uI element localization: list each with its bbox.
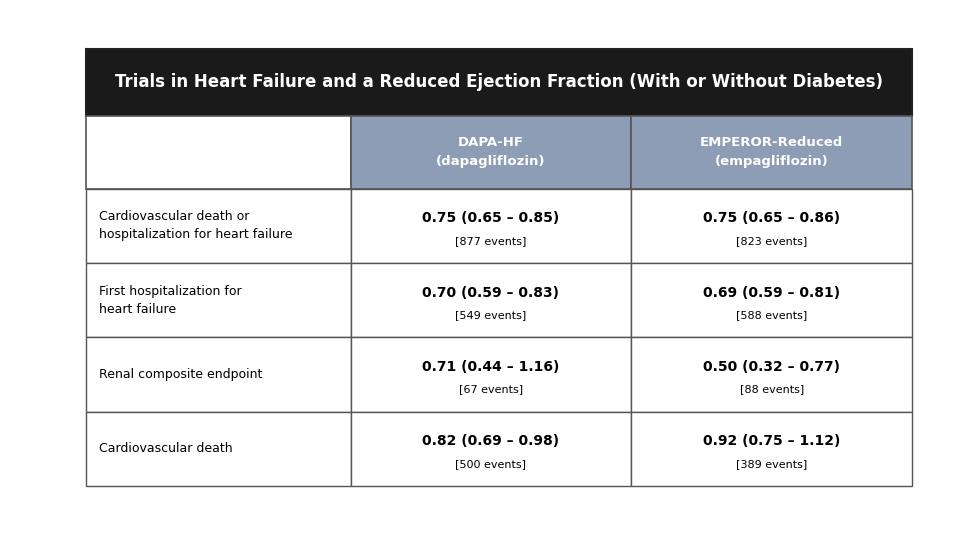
Text: DAPA-HF
(dapagliflozin): DAPA-HF (dapagliflozin)	[436, 137, 545, 168]
Bar	[86, 188, 350, 263]
Bar	[350, 263, 632, 338]
Text: Cardiovascular death or
hospitalization for heart failure: Cardiovascular death or hospitalization …	[99, 210, 293, 241]
Text: 0.70 (0.59 – 0.83): 0.70 (0.59 – 0.83)	[422, 286, 560, 300]
Bar	[86, 117, 350, 188]
Text: 0.92 (0.75 – 1.12): 0.92 (0.75 – 1.12)	[703, 434, 840, 448]
Text: [500 events]: [500 events]	[455, 458, 526, 469]
Text: 0.50 (0.32 – 0.77): 0.50 (0.32 – 0.77)	[703, 360, 840, 374]
Text: Renal composite endpoint: Renal composite endpoint	[99, 368, 262, 381]
Bar	[350, 411, 632, 486]
Bar	[350, 338, 632, 411]
Text: 0.75 (0.65 – 0.86): 0.75 (0.65 – 0.86)	[703, 211, 840, 225]
Text: Cardiovascular death: Cardiovascular death	[99, 442, 232, 455]
Text: [549 events]: [549 events]	[455, 310, 527, 320]
Text: 0.71 (0.44 – 1.16): 0.71 (0.44 – 1.16)	[422, 360, 560, 374]
Bar	[86, 49, 912, 117]
Bar	[632, 117, 912, 188]
Bar	[86, 338, 350, 411]
Bar	[86, 411, 350, 486]
Text: [588 events]: [588 events]	[736, 310, 807, 320]
Bar	[632, 263, 912, 338]
Bar	[350, 188, 632, 263]
Bar	[632, 411, 912, 486]
Text: [67 events]: [67 events]	[459, 384, 523, 394]
Text: 0.75 (0.65 – 0.85): 0.75 (0.65 – 0.85)	[422, 211, 560, 225]
Bar	[86, 263, 350, 338]
Bar	[350, 117, 632, 188]
Text: 0.82 (0.69 – 0.98): 0.82 (0.69 – 0.98)	[422, 434, 560, 448]
Text: [389 events]: [389 events]	[736, 458, 807, 469]
Text: [88 events]: [88 events]	[739, 384, 804, 394]
Text: EMPEROR-Reduced
(empagliflozin): EMPEROR-Reduced (empagliflozin)	[700, 137, 843, 168]
Bar	[632, 338, 912, 411]
Text: 0.69 (0.59 – 0.81): 0.69 (0.59 – 0.81)	[703, 286, 840, 300]
Text: [877 events]: [877 events]	[455, 235, 527, 246]
Text: First hospitalization for
heart failure: First hospitalization for heart failure	[99, 285, 242, 315]
Bar	[632, 188, 912, 263]
Text: [823 events]: [823 events]	[736, 235, 807, 246]
Text: Trials in Heart Failure and a Reduced Ejection Fraction (With or Without Diabete: Trials in Heart Failure and a Reduced Ej…	[115, 73, 883, 91]
